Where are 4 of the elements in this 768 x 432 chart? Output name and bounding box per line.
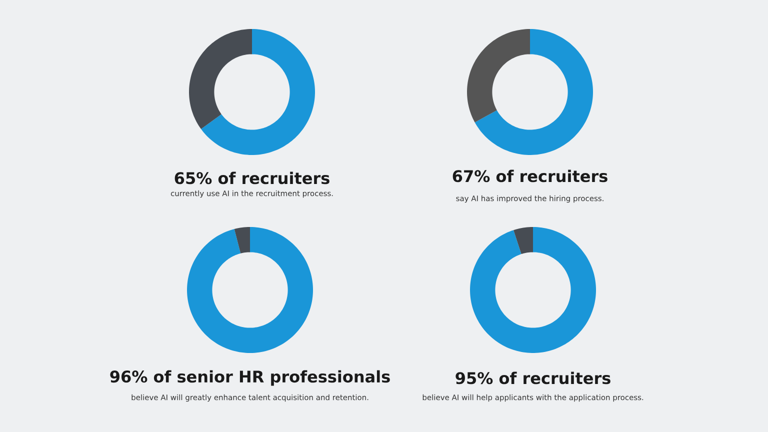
- text: 67% of recruiters: [452, 170, 608, 182]
- text: 95% of recruiters: [456, 372, 610, 384]
- text: 65% of recruiters: [174, 172, 330, 184]
- text: 96% of senior HR professionals: [110, 370, 390, 386]
